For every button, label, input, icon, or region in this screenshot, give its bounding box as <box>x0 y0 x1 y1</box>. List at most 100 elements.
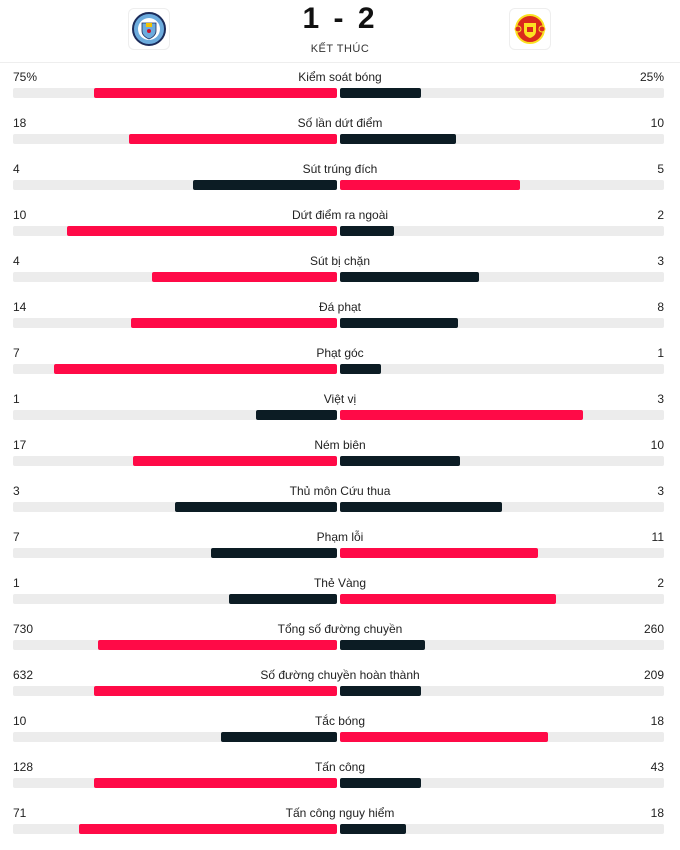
home-bar-track <box>13 456 337 466</box>
away-bar-track <box>340 180 664 190</box>
stat-label: Phạt góc <box>316 346 364 360</box>
home-score: 1 <box>302 2 323 35</box>
home-bar-track <box>13 180 337 190</box>
away-bar <box>340 134 456 144</box>
away-bar <box>340 180 520 190</box>
home-bar <box>94 88 337 98</box>
away-team-logo[interactable] <box>509 8 551 50</box>
away-bar <box>340 778 422 788</box>
home-value: 7 <box>13 530 20 544</box>
away-value: 18 <box>650 714 664 728</box>
match-score: 1 - 2 <box>0 2 680 36</box>
away-bar-track <box>340 548 664 558</box>
home-bar <box>151 272 337 282</box>
stat-row: 10 Tắc bóng 18 <box>0 712 680 758</box>
stat-label: Tấn công <box>314 760 366 774</box>
stat-row: 71 Tấn công nguy hiểm 18 <box>0 804 680 850</box>
away-bar <box>340 272 479 282</box>
stat-label: Số lần dứt điểm <box>297 116 383 130</box>
home-bar <box>94 778 337 788</box>
home-bar-track <box>13 318 337 328</box>
home-value: 71 <box>13 806 27 820</box>
home-bar-track <box>13 594 337 604</box>
away-bar-track <box>340 318 664 328</box>
stat-row: 128 Tấn công 43 <box>0 758 680 804</box>
manchester-united-crest-icon <box>514 14 546 44</box>
away-bar <box>340 410 583 420</box>
stat-label: Đá phạt <box>318 300 362 314</box>
home-bar <box>130 318 337 328</box>
stat-row: 7 Phạt góc 1 <box>0 344 680 390</box>
home-bar-track <box>13 640 337 650</box>
away-bar <box>340 824 406 834</box>
away-bar-track <box>340 686 664 696</box>
away-value: 43 <box>650 760 664 774</box>
stat-label: Phạm lỗi <box>316 530 364 544</box>
away-value: 11 <box>651 530 664 544</box>
away-bar-track <box>340 594 664 604</box>
home-bar-track <box>13 88 337 98</box>
home-bar <box>229 594 337 604</box>
home-bar <box>93 686 337 696</box>
away-value: 260 <box>643 622 664 636</box>
home-bar-track <box>13 410 337 420</box>
stat-row: 632 Số đường chuyền hoàn thành 209 <box>0 666 680 712</box>
home-value: 4 <box>13 254 20 268</box>
home-value: 75% <box>13 70 38 84</box>
home-bar <box>53 364 337 374</box>
manchester-city-crest-icon <box>132 12 166 46</box>
away-bar <box>340 594 556 604</box>
home-value: 128 <box>13 760 34 774</box>
home-bar <box>256 410 337 420</box>
away-score: 2 <box>357 2 378 35</box>
home-bar-track <box>13 502 337 512</box>
away-bar <box>340 686 421 696</box>
home-bar <box>193 180 337 190</box>
stat-label: Thủ môn Cứu thua <box>289 484 391 498</box>
away-bar-track <box>340 226 664 236</box>
away-value: 2 <box>657 576 664 590</box>
stat-row: 10 Dứt điểm ra ngoài 2 <box>0 206 680 252</box>
stat-row: 4 Sút bị chặn 3 <box>0 252 680 298</box>
home-bar-track <box>13 778 337 788</box>
away-bar <box>340 548 538 558</box>
away-value: 3 <box>657 392 664 406</box>
home-value: 1 <box>13 392 20 406</box>
home-bar <box>128 134 337 144</box>
stat-row: 4 Sút trúng đích 5 <box>0 160 680 206</box>
away-bar-track <box>340 640 664 650</box>
away-value: 3 <box>657 484 664 498</box>
away-bar <box>340 364 381 374</box>
home-bar <box>211 548 337 558</box>
away-value: 209 <box>643 668 664 682</box>
stat-label: Sút bị chặn <box>309 254 371 268</box>
stats-list: 75% Kiểm soát bóng 25% 18 Số lần dứt điểm 10 4… <box>0 68 680 850</box>
home-bar-track <box>13 686 337 696</box>
stat-label: Sút trúng đích <box>302 162 378 176</box>
stat-label: Tấn công nguy hiểm <box>285 806 395 820</box>
stat-row: 17 Ném biên 10 <box>0 436 680 482</box>
home-value: 10 <box>13 208 27 222</box>
home-bar <box>221 732 337 742</box>
home-bar <box>98 640 337 650</box>
stat-label: Thẻ Vàng <box>313 576 367 590</box>
away-bar <box>340 456 460 466</box>
away-bar <box>340 732 549 742</box>
home-team-logo[interactable] <box>128 8 170 50</box>
away-bar-track <box>340 824 664 834</box>
home-bar <box>78 824 337 834</box>
away-bar <box>340 502 502 512</box>
home-value: 10 <box>13 714 27 728</box>
stat-row: 18 Số lần dứt điểm 10 <box>0 114 680 160</box>
score-separator: - <box>333 2 347 35</box>
away-bar-track <box>340 502 664 512</box>
away-value: 10 <box>650 438 664 452</box>
stat-label: Việt vị <box>323 392 357 406</box>
home-value: 730 <box>13 622 34 636</box>
home-bar-track <box>13 732 337 742</box>
stat-label: Tổng số đường chuyền <box>277 622 403 636</box>
away-value: 25% <box>639 70 664 84</box>
home-bar <box>133 456 337 466</box>
stat-row: 75% Kiểm soát bóng 25% <box>0 68 680 114</box>
away-bar-track <box>340 732 664 742</box>
